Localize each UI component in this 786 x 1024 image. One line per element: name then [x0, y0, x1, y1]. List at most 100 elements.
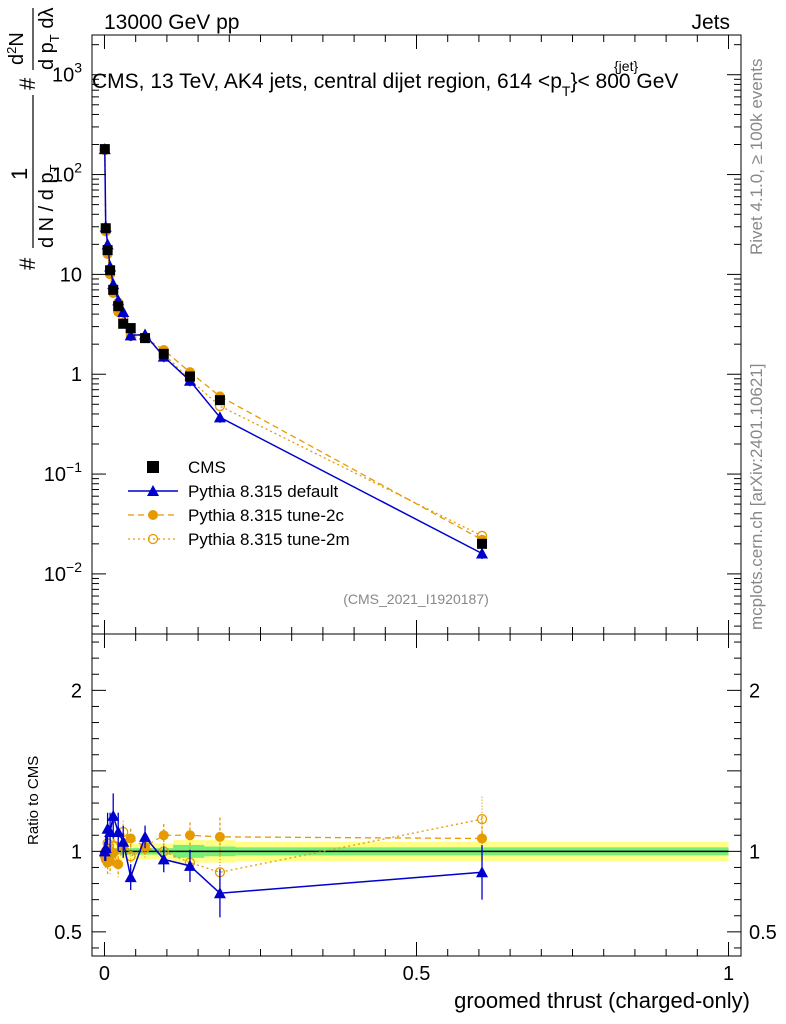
- ylabel-one: 1: [7, 168, 32, 180]
- ylabel-num-sup: 2: [4, 47, 19, 54]
- category-label: Jets: [691, 11, 730, 34]
- y-tick-label: 10−2: [44, 559, 82, 586]
- y-tick-label-exponent: −2: [66, 559, 82, 575]
- data-point-cms: [105, 265, 116, 276]
- legend-marker-tune2c: [148, 510, 158, 520]
- ratio-panel: 0.5 0.5 1 1 2 2 0 0.5 1 Ratio to CMS groomed thr…: [25, 633, 777, 1013]
- y-tick-label-base: 10: [44, 564, 66, 586]
- plot-title-tail: }< 800 GeV: [570, 70, 678, 93]
- main-plot-area: [98, 143, 489, 560]
- ratio-point-default: [124, 871, 137, 883]
- y-tick-label-base: 10: [44, 464, 66, 486]
- ylabel-dn-text: d N / d p: [36, 172, 58, 248]
- ratio-y-tick-label-left: 2: [71, 680, 82, 702]
- data-point-default: [476, 547, 489, 559]
- ratio-y-tick-label-right: 0.5: [749, 922, 777, 944]
- legend-label-tune2m: Pythia 8.315 tune-2m: [188, 530, 350, 549]
- legend-marker-cms: [147, 461, 159, 473]
- data-point-cms: [108, 284, 119, 295]
- ratio-point-default: [117, 835, 130, 847]
- data-point-cms: [113, 301, 124, 312]
- ratio-ylabel: Ratio to CMS: [25, 756, 42, 845]
- ratio-frame: [91, 633, 742, 957]
- ratio-point-tune2c: [125, 833, 136, 844]
- ratio-point-default: [157, 853, 170, 865]
- y-tick-label: 10: [60, 264, 82, 286]
- data-point-cms: [477, 538, 488, 549]
- y-tick-label: 103: [52, 60, 82, 87]
- ratio-point-default: [183, 859, 196, 871]
- ylabel-hash1: #: [15, 257, 40, 270]
- ylabel-den-dp: d p: [36, 42, 58, 70]
- ratio-point-tune2c: [158, 830, 169, 841]
- ratio-y-tick-label-left: 0.5: [54, 922, 82, 944]
- data-point-cms: [214, 395, 225, 406]
- ratio-point-tune2c: [113, 859, 124, 870]
- ratio-point-default: [476, 866, 489, 878]
- data-point-cms: [158, 348, 169, 359]
- data-point-cms: [99, 144, 110, 155]
- plot-title-sup: {jet}: [614, 58, 638, 74]
- ylabel-num-tail: N: [6, 32, 28, 46]
- data-point-cms: [102, 245, 113, 256]
- ratio-point-default: [213, 887, 226, 899]
- y-tick-label: 1: [71, 364, 82, 386]
- ylabel-den: d pT dλ: [36, 8, 62, 70]
- ylabel-den-sub: T: [47, 34, 62, 42]
- x-axis-label: groomed thrust (charged-only): [454, 988, 750, 1013]
- legend-marker-default: [147, 485, 159, 496]
- data-point-cms: [140, 333, 151, 344]
- ratio-y-tick-label-left: 1: [71, 841, 82, 863]
- x-tick-label: 1: [723, 963, 734, 985]
- y-tick-label: 10−1: [44, 459, 82, 486]
- y-tick-label-exponent: −1: [66, 459, 82, 475]
- y-tick-label-base: 10: [52, 165, 74, 187]
- legend: CMS Pythia 8.315 default Pythia 8.315 tune…: [128, 458, 350, 549]
- ratio-point-default: [107, 809, 120, 821]
- data-point-default: [117, 306, 130, 318]
- main-ylabel: # 1 d N / d pT # d2N d pT dλ: [4, 8, 62, 270]
- data-point-default: [124, 329, 137, 341]
- legend-label-cms: CMS: [188, 458, 226, 477]
- ratio-point-default: [112, 826, 125, 838]
- data-point-cms: [100, 223, 111, 234]
- ylabel-num: d2N: [4, 32, 28, 65]
- ratio-point-default: [139, 830, 152, 842]
- ylabel-den-tail: dλ: [36, 8, 58, 35]
- plot-title-sub: T: [562, 83, 571, 99]
- y-tick-label-exponent: 3: [74, 60, 82, 76]
- x-tick-label: 0: [99, 963, 110, 985]
- plot-title: CMS, 13 TeV, AK4 jets, central dijet reg…: [92, 70, 678, 99]
- ratio-point-tune2c: [477, 833, 488, 844]
- ratio-point-tune2c: [214, 831, 225, 842]
- ratio-point-tune2c: [184, 830, 195, 841]
- ratio-plot-area: [98, 793, 729, 918]
- y-tick-label-base: 10: [52, 65, 74, 87]
- mcplots-label: mcplots.cern.ch [arXiv:2401.10621]: [747, 364, 766, 630]
- legend-label-default: Pythia 8.315 default: [188, 482, 339, 501]
- plot-title-main: CMS, 13 TeV, AK4 jets, central dijet reg…: [92, 70, 562, 93]
- legend-label-tune2c: Pythia 8.315 tune-2c: [188, 506, 344, 525]
- energy-label: 13000 GeV pp: [104, 11, 239, 34]
- ratio-point-default: [99, 842, 112, 854]
- ylabel-hash2: #: [15, 77, 40, 90]
- y-tick-label-exponent: 2: [74, 160, 82, 176]
- legend-marker-tune2m: [147, 533, 159, 545]
- ylabel-dn-dpt: d N / d pT: [36, 164, 62, 248]
- data-point-cms: [184, 371, 195, 382]
- ratio-ticks: 0.5 0.5 1 1 2 2 0 0.5 1: [54, 634, 777, 985]
- x-tick-label: 0.5: [403, 963, 431, 985]
- data-point-cms: [125, 323, 136, 334]
- ratio-y-tick-label-right: 1: [749, 841, 760, 863]
- data-point-default: [213, 411, 226, 423]
- analysis-id: (CMS_2021_I1920187): [343, 591, 489, 607]
- data-point-cms: [118, 318, 129, 329]
- ylabel-dn-sub: T: [47, 164, 62, 172]
- ylabel-num-d: d: [6, 54, 28, 65]
- series-line-tune2m: [104, 149, 483, 537]
- ratio-y-tick-label-right: 2: [749, 680, 760, 702]
- y-tick-label: 102: [52, 160, 82, 187]
